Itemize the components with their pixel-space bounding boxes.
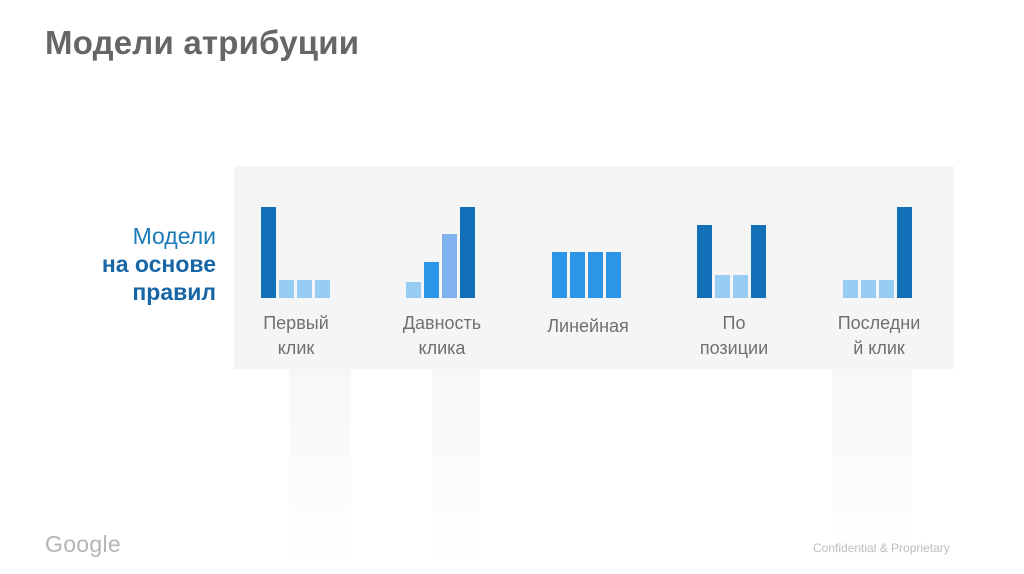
bar-first-click-4 (315, 280, 330, 298)
model-label-first-click: Первый клик (226, 311, 366, 361)
slide-title: Модели атрибуции (45, 24, 360, 61)
bar-time-decay-1 (406, 282, 421, 298)
model-label-line-2: й клик (853, 338, 905, 358)
background-shadow (289, 369, 351, 569)
model-label-time-decay: Давность клика (372, 311, 512, 361)
bar-linear-3 (588, 252, 603, 298)
bar-position-based-2 (715, 275, 730, 298)
bar-first-click-2 (279, 280, 294, 298)
bar-linear-4 (606, 252, 621, 298)
bar-position-based-4 (751, 225, 766, 298)
rule-based-models-label: Модели на основе правил (102, 222, 216, 306)
bar-time-decay-3 (442, 234, 457, 298)
bar-last-click-3 (879, 280, 894, 298)
background-shadow (432, 369, 480, 569)
side-label-line-3: правил (132, 279, 216, 305)
model-label-line-2: клик (277, 338, 315, 358)
model-label-position-based: По позиции (664, 311, 804, 361)
model-label-line-2: клика (418, 338, 466, 358)
confidential-note: Confidential & Proprietary (813, 541, 950, 555)
bar-position-based-3 (733, 275, 748, 298)
bar-last-click-2 (861, 280, 876, 298)
model-label-line-1: Первый (263, 313, 329, 333)
side-label-line-1: Модели (132, 223, 216, 249)
bar-position-based-1 (697, 225, 712, 298)
bar-linear-2 (570, 252, 585, 298)
bar-last-click-1 (843, 280, 858, 298)
bar-first-click-3 (297, 280, 312, 298)
bar-time-decay-4 (460, 207, 475, 298)
model-label-line-1: По (722, 313, 746, 333)
google-logo: Google (45, 531, 121, 557)
model-label-linear: Линейная (518, 314, 658, 339)
bar-linear-1 (552, 252, 567, 298)
model-label-line-1: Давность (402, 313, 482, 333)
model-label-line-1: Последни (837, 313, 921, 333)
model-label-line-1: Линейная (547, 316, 629, 336)
model-label-line-2: позиции (699, 338, 769, 358)
background-shadow (832, 369, 912, 569)
model-label-last-click: Последни й клик (809, 311, 949, 361)
bar-first-click-1 (261, 207, 276, 298)
side-label-line-2: на основе (101, 251, 216, 277)
bar-last-click-4 (897, 207, 912, 298)
bar-time-decay-2 (424, 262, 439, 298)
